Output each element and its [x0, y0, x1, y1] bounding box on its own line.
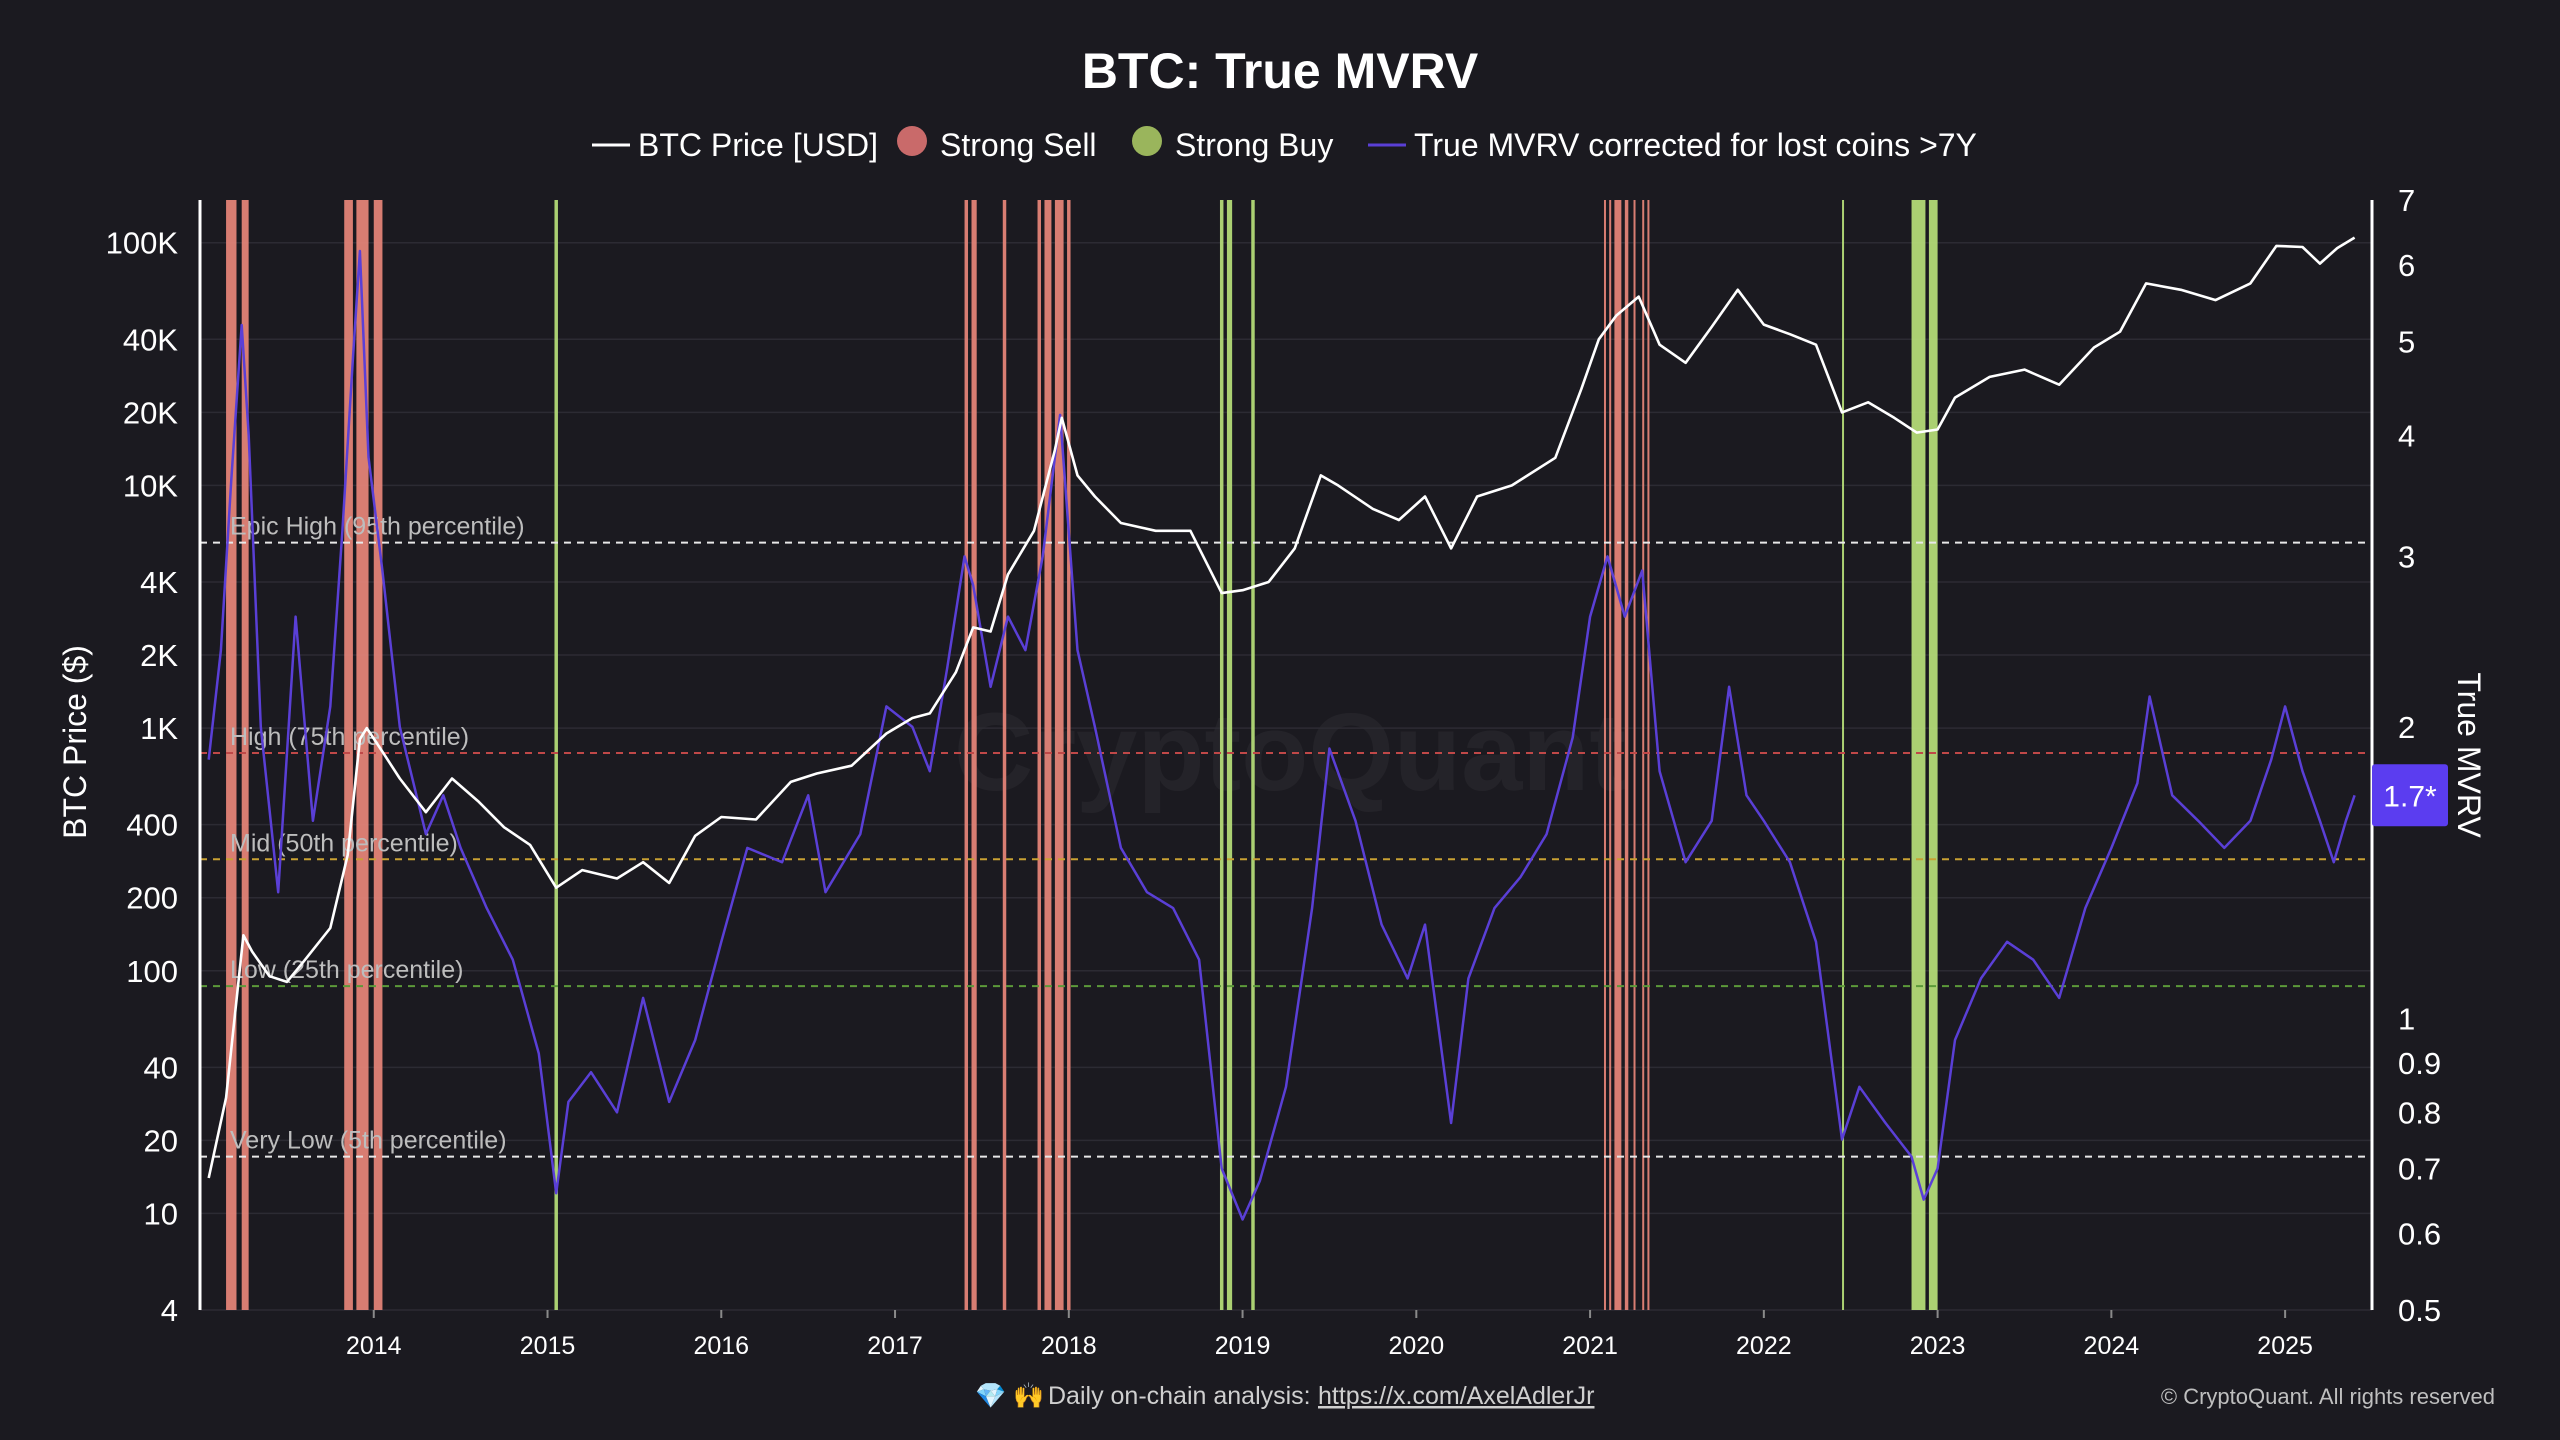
- y-right-tick-label: 0.5: [2398, 1293, 2441, 1328]
- y-right-tick-label: 4: [2398, 418, 2415, 453]
- legend-price-label: BTC Price [USD]: [638, 127, 878, 163]
- y-left-tick-label: 2K: [140, 638, 178, 673]
- legend-strong-sell-label: Strong Sell: [940, 127, 1097, 163]
- strong-sell-band: [1609, 200, 1612, 1310]
- x-tick-label: 2019: [1215, 1332, 1271, 1360]
- x-tick-label: 2024: [2084, 1332, 2140, 1360]
- x-tick-label: 2016: [693, 1332, 749, 1360]
- y-left-tick-label: 20: [144, 1123, 178, 1158]
- strong-sell-band: [1633, 200, 1636, 1310]
- strong-sell-band: [1647, 200, 1650, 1310]
- strong-sell-band: [344, 200, 353, 1310]
- y-right-tick-label: 2: [2398, 710, 2415, 745]
- current-value-badge: 1.7*: [2372, 764, 2448, 827]
- strong-sell-band: [241, 200, 249, 1310]
- y-right-tick-label: 1: [2398, 1001, 2415, 1036]
- y-right-tick-label: 3: [2398, 539, 2415, 574]
- x-tick-label: 2014: [346, 1332, 402, 1360]
- y-left-tick-label: 4: [161, 1293, 178, 1328]
- series: [207, 236, 2356, 1221]
- strong-sell-band: [1002, 200, 1007, 1310]
- strong-sell-band: [1603, 200, 1606, 1310]
- y-left-tick-label: 200: [126, 881, 178, 916]
- strong-sell-band: [1642, 200, 1645, 1310]
- legend-mvrv-label: True MVRV corrected for lost coins >7Y: [1414, 127, 1977, 163]
- grid: [200, 241, 2372, 1311]
- y-left-tick-label: 40K: [123, 322, 178, 357]
- strong-sell-band: [1614, 200, 1622, 1310]
- y-right-tick-label: 0.8: [2398, 1095, 2441, 1130]
- strong-sell-band: [373, 200, 383, 1310]
- strong-sell-band: [226, 200, 237, 1310]
- x-tick-label: 2020: [1389, 1332, 1445, 1360]
- x-tick-label: 2023: [1910, 1332, 1966, 1360]
- y-left-tick-label: 10: [144, 1196, 178, 1231]
- x-tick-label: 2018: [1041, 1332, 1097, 1360]
- y-left-tick-label: 1K: [140, 711, 178, 746]
- axes: 4 10 20 40 100 200 400 1K 2K 4K 10K 20K 40K 100K 0.5 0.…: [106, 183, 2442, 1360]
- copyright: © CryptoQuant. All rights reserved: [2161, 1384, 2495, 1409]
- strong-sell-band: [1054, 200, 1064, 1310]
- legend-strong-buy-dot: [1132, 126, 1162, 156]
- x-tick-label: 2022: [1736, 1332, 1792, 1360]
- strong-sell-band: [1067, 200, 1071, 1310]
- y-left-tick-label: 10K: [123, 468, 178, 503]
- strong-buy-band: [1911, 200, 1926, 1310]
- y-left-tick-label: 100: [126, 954, 178, 989]
- strong-buy-band: [1219, 200, 1224, 1310]
- strong-sell-band: [1624, 200, 1629, 1310]
- strong-sell-band: [356, 200, 369, 1310]
- x-tick-label: 2025: [2257, 1332, 2313, 1360]
- strong-buy-band: [1226, 200, 1233, 1310]
- watermark: CryptoQuant: [954, 691, 1626, 814]
- y-right-tick-label: 0.9: [2398, 1046, 2441, 1081]
- y-right-tick-label: 6: [2398, 248, 2415, 283]
- x-tick-label: 2021: [1562, 1332, 1618, 1360]
- legend-strong-buy-label: Strong Buy: [1175, 127, 1333, 163]
- price-series-line: [207, 236, 2356, 1179]
- y-right-tick-label: 0.6: [2398, 1216, 2441, 1251]
- footer-text: Daily on-chain analysis:: [1048, 1382, 1311, 1410]
- reference-line-label: Low (25th percentile): [230, 956, 463, 984]
- reference-lines: Epic High (95th percentile)High (75th pe…: [200, 513, 2372, 1158]
- legend-strong-sell-dot: [897, 126, 927, 156]
- y-left-tick-label: 4K: [140, 565, 178, 600]
- current-value-label: 1.7*: [2383, 780, 2437, 813]
- strong-sell-band: [971, 200, 977, 1310]
- footer-link[interactable]: https://x.com/AxelAdlerJr: [1318, 1382, 1594, 1410]
- y-right-axis-title: True MVRV: [2451, 672, 2487, 838]
- chart-title: BTC: True MVRV: [1082, 43, 1479, 99]
- strong-buy-band: [1842, 200, 1845, 1310]
- strong-buy-band: [554, 200, 558, 1310]
- strong-sell-band: [1044, 200, 1052, 1310]
- strong-sell-band: [964, 200, 969, 1310]
- y-right-tick-label: 5: [2398, 325, 2415, 360]
- mvrv-series-line: [207, 249, 2356, 1221]
- signal-bands: [226, 200, 1938, 1310]
- strong-buy-band: [1928, 200, 1938, 1310]
- y-left-tick-label: 100K: [106, 226, 179, 261]
- reference-line-label: High (75th percentile): [230, 723, 469, 751]
- strong-sell-band: [1037, 200, 1041, 1310]
- reference-line-label: Very Low (5th percentile): [230, 1127, 507, 1155]
- x-tick-label: 2015: [520, 1332, 576, 1360]
- y-left-tick-label: 400: [126, 808, 178, 843]
- strong-buy-band: [1251, 200, 1255, 1310]
- legend: BTC Price [USD] Strong Sell Strong Buy T…: [592, 126, 1977, 163]
- reference-line-label: Mid (50th percentile): [230, 829, 458, 857]
- y-right-tick-label: 7: [2398, 183, 2415, 218]
- y-right-tick-label: 0.7: [2398, 1151, 2441, 1186]
- y-left-axis-title: BTC Price ($): [57, 645, 93, 839]
- y-left-tick-label: 40: [144, 1050, 178, 1085]
- footer-icons: 💎 🙌: [975, 1382, 1044, 1410]
- footer: 💎 🙌 Daily on-chain analysis: https://x.c…: [975, 1382, 2495, 1410]
- x-tick-label: 2017: [867, 1332, 923, 1360]
- y-left-tick-label: 20K: [123, 395, 178, 430]
